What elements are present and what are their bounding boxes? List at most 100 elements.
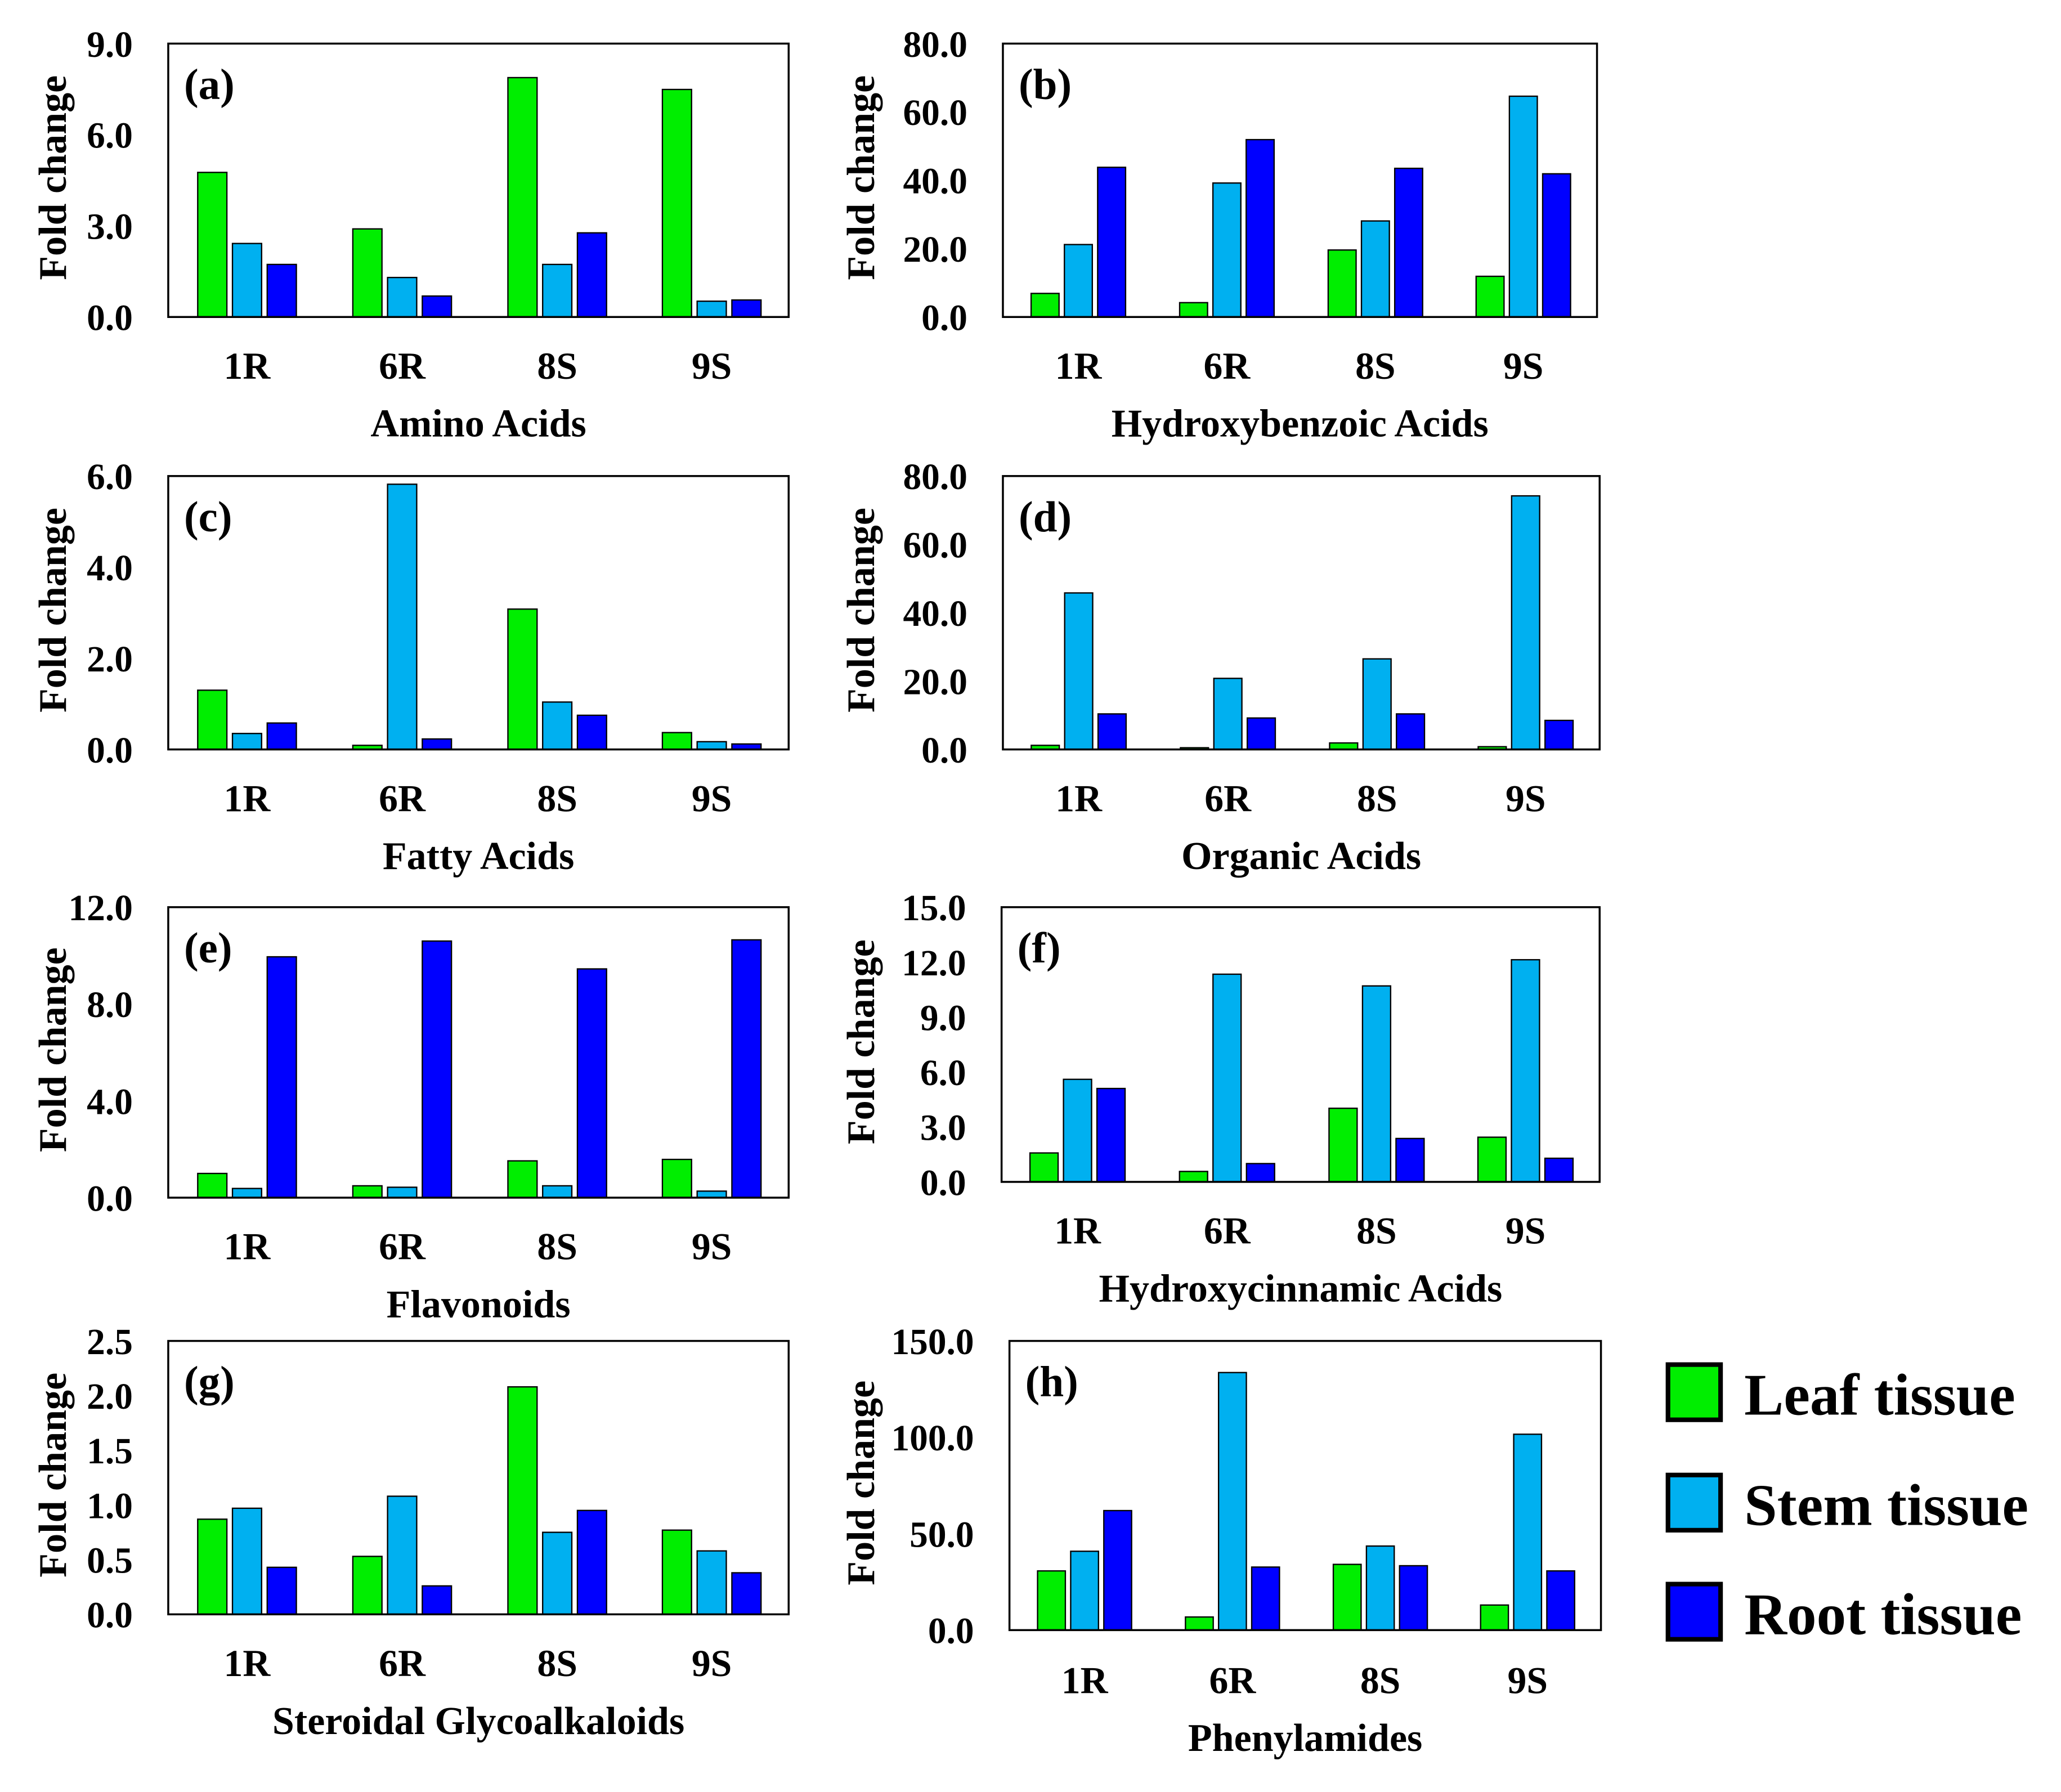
plot-frame — [1008, 1339, 1602, 1632]
x-axis-title: Flavonoids — [387, 1283, 571, 1327]
bar-stem-8S — [542, 701, 573, 750]
x-tick-label: 9S — [1503, 345, 1544, 387]
x-tick-label: 8S — [1356, 1210, 1397, 1252]
bar-root-9S — [1544, 1157, 1574, 1183]
y-axis-title: Fold change — [32, 947, 75, 1152]
x-axis-title: Hydroxycinnamic Acids — [1099, 1267, 1503, 1310]
y-tick-label: 6.0 — [87, 457, 133, 498]
bar-stem-8S — [1362, 658, 1392, 750]
bar-root-8S — [1395, 1137, 1425, 1183]
bar-root-6R — [422, 738, 452, 750]
bar-root-8S — [576, 232, 607, 318]
bar-root-9S — [1542, 173, 1571, 318]
plot-frame — [1002, 42, 1598, 318]
bar-leaf-8S — [507, 608, 538, 750]
bar-leaf-9S — [1480, 1604, 1509, 1631]
bar-leaf-9S — [661, 732, 692, 750]
x-axis-title: Amino Acids — [370, 402, 586, 446]
y-tick-label: 0.0 — [87, 1596, 133, 1636]
y-tick-label: 8.0 — [87, 985, 133, 1025]
x-tick-label: 1R — [1055, 345, 1103, 387]
x-axis-title: Hydroxybenzoic Acids — [1112, 402, 1489, 446]
x-tick-label: 8S — [537, 1226, 577, 1268]
plot-frame — [167, 1339, 790, 1616]
bar-root-9S — [1544, 719, 1574, 750]
x-tick-label: 8S — [1355, 345, 1396, 387]
bar-leaf-6R — [1179, 1171, 1208, 1183]
plot-frame — [167, 475, 790, 751]
plot-frame — [1000, 906, 1601, 1183]
legend-swatch — [1665, 1582, 1723, 1642]
y-tick-label: 9.0 — [87, 25, 133, 65]
bar-root-1R — [266, 956, 297, 1199]
bar-leaf-1R — [197, 1172, 228, 1199]
chart-panel-a: 1R 6R 8S 9S 0.0 3.0 6.0 9.0 (a) Amino Acids Fold c… — [32, 25, 790, 446]
bar-root-1R — [1103, 1509, 1132, 1631]
panel-label: (g) — [184, 1358, 235, 1406]
bar-root-6R — [1245, 138, 1275, 318]
y-tick-label: 4.0 — [87, 1082, 133, 1122]
legend-item-root: Root tissue — [1665, 1581, 2022, 1647]
x-tick-label: 6R — [1209, 1659, 1256, 1701]
bar-leaf-1R — [1029, 1152, 1059, 1183]
bar-leaf-6R — [352, 228, 383, 318]
bar-root-1R — [266, 722, 297, 750]
plot-frame — [167, 42, 790, 318]
bar-root-8S — [576, 714, 607, 750]
y-axis-title: Fold change — [840, 508, 883, 713]
x-tick-label: 9S — [1508, 1659, 1548, 1701]
x-tick-label: 6R — [379, 345, 426, 387]
x-tick-label: 9S — [692, 777, 732, 819]
bar-stem-1R — [1063, 1078, 1092, 1183]
bar-leaf-6R — [352, 1556, 383, 1615]
bar-root-8S — [576, 968, 607, 1199]
bar-leaf-1R — [197, 689, 228, 750]
chart-panel-h: 1R 6R 8S 9S 0.0 50.0 100.0 150.0 (h) Phenylamides… — [840, 1322, 1602, 1760]
bar-stem-9S — [1511, 959, 1540, 1183]
chart-panel-e: 1R 6R 8S 9S 0.0 4.0 8.0 12.0 (e) Flavonoids Fold c… — [32, 888, 790, 1327]
x-tick-label: 1R — [224, 1642, 271, 1685]
bar-leaf-8S — [507, 77, 538, 318]
y-axis-title: Fold change — [32, 75, 75, 280]
bar-leaf-9S — [1475, 275, 1505, 318]
x-tick-label: 1R — [224, 345, 271, 387]
bar-root-8S — [1399, 1565, 1428, 1631]
bar-stem-6R — [1213, 678, 1243, 750]
legend-label: Leaf tissue — [1744, 1361, 2015, 1427]
y-tick-label: 0.0 — [87, 731, 133, 771]
x-axis-title: Steroidal Glycoalkaloids — [272, 1700, 684, 1743]
y-tick-label: 1.0 — [87, 1486, 133, 1526]
bar-root-6R — [1245, 1163, 1275, 1183]
legend-swatch — [1665, 1472, 1723, 1533]
bar-stem-1R — [1064, 244, 1093, 318]
x-tick-label: 9S — [1506, 777, 1546, 819]
bar-stem-9S — [1513, 1433, 1543, 1631]
bar-stem-1R — [231, 243, 263, 318]
bar-stem-8S — [1361, 985, 1392, 1183]
y-tick-label: 3.0 — [920, 1108, 966, 1149]
y-tick-label: 2.0 — [87, 639, 133, 680]
x-tick-label: 6R — [379, 1642, 426, 1685]
x-tick-label: 1R — [1054, 1210, 1101, 1252]
bar-leaf-6R — [1179, 302, 1208, 318]
bar-stem-6R — [387, 1495, 418, 1615]
y-axis-title: Fold change — [32, 1373, 75, 1578]
x-tick-label: 1R — [224, 1226, 271, 1268]
bar-root-6R — [422, 295, 452, 318]
bar-leaf-6R — [1185, 1616, 1214, 1631]
x-tick-label: 8S — [537, 777, 577, 819]
bar-leaf-1R — [197, 172, 228, 318]
bar-leaf-8S — [1332, 1563, 1362, 1631]
bar-root-1R — [1097, 713, 1127, 750]
bar-stem-1R — [231, 1188, 263, 1199]
chart-panel-c: 1R 6R 8S 9S 0.0 2.0 4.0 6.0 (c) Fatty Acids Fold c… — [32, 457, 790, 878]
x-tick-label: 9S — [1506, 1210, 1546, 1252]
y-tick-label: 50.0 — [909, 1515, 974, 1555]
bar-root-1R — [266, 263, 297, 318]
bar-root-9S — [731, 1572, 762, 1615]
y-tick-label: 9.0 — [920, 998, 966, 1038]
x-tick-label: 8S — [537, 345, 577, 387]
bar-root-1R — [1096, 1087, 1126, 1183]
x-tick-label: 8S — [1357, 777, 1397, 819]
